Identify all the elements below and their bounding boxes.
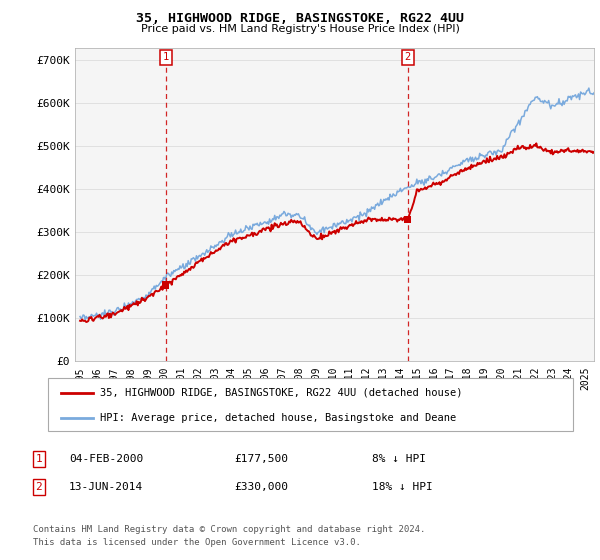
Text: 8% ↓ HPI: 8% ↓ HPI (372, 454, 426, 464)
Text: 2: 2 (35, 482, 43, 492)
Text: 18% ↓ HPI: 18% ↓ HPI (372, 482, 433, 492)
Text: £330,000: £330,000 (234, 482, 288, 492)
Point (161, 281, 170, 290)
Text: 2: 2 (404, 52, 411, 62)
Text: Price paid vs. HM Land Registry's House Price Index (HPI): Price paid vs. HM Land Registry's House … (140, 24, 460, 34)
Text: £177,500: £177,500 (234, 454, 288, 464)
Text: Contains HM Land Registry data © Crown copyright and database right 2024.
This d: Contains HM Land Registry data © Crown c… (33, 525, 425, 547)
Text: HPI: Average price, detached house, Basingstoke and Deane: HPI: Average price, detached house, Basi… (101, 413, 457, 423)
Text: 04-FEB-2000: 04-FEB-2000 (69, 454, 143, 464)
Text: 35, HIGHWOOD RIDGE, BASINGSTOKE, RG22 4UU: 35, HIGHWOOD RIDGE, BASINGSTOKE, RG22 4U… (136, 12, 464, 25)
Point (403, 215, 413, 224)
FancyBboxPatch shape (48, 378, 573, 431)
Text: 13-JUN-2014: 13-JUN-2014 (69, 482, 143, 492)
Text: 1: 1 (163, 52, 169, 62)
Text: 35, HIGHWOOD RIDGE, BASINGSTOKE, RG22 4UU (detached house): 35, HIGHWOOD RIDGE, BASINGSTOKE, RG22 4U… (101, 388, 463, 398)
Text: 1: 1 (35, 454, 43, 464)
